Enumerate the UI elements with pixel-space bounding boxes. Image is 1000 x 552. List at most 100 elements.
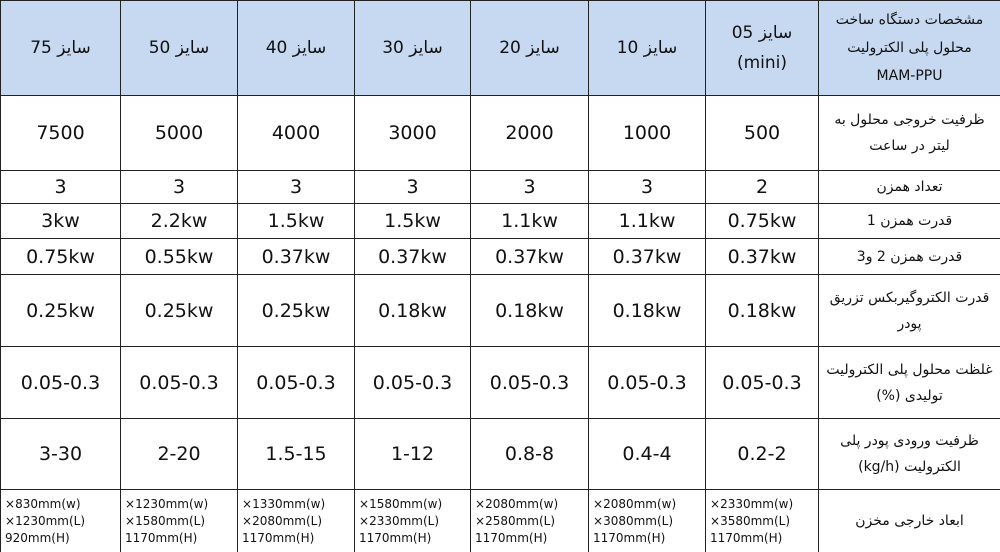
cell: 4000 <box>237 95 355 171</box>
cell-line: 2330mm(w)× <box>710 496 794 511</box>
cell-line: 2080mm(L)× <box>242 513 323 528</box>
cell-line: 2080mm(w)× <box>475 496 559 511</box>
cell: سایز 05 (mini) <box>705 0 819 96</box>
cell-line: 1580mm(w)× <box>359 496 443 511</box>
cell-line: 830mm(w)× <box>5 496 81 511</box>
row-label: قدرت الکتروگیربکس تزریق پودر <box>818 274 1000 347</box>
cell: 1.1kw <box>470 203 589 239</box>
cell: 0.05-0.3 <box>0 346 121 419</box>
cell: 3 <box>588 170 706 204</box>
cell: سایز 50 <box>120 0 238 96</box>
table-row: قدرت همزن 2 و3 0.37kw 0.37kw 0.37kw 0.37kw 0.… <box>0 238 1000 275</box>
cell: سایز 30 <box>354 0 471 96</box>
cell: 2080mm(w)× 2580mm(L)× 1170mm(H) <box>470 489 589 552</box>
cell-line: 2330mm(L)× <box>359 513 440 528</box>
cell-line: 920mm(H) <box>5 530 70 545</box>
cell: 3 <box>120 170 238 204</box>
cell: 1000 <box>588 95 706 171</box>
cell: 0.05-0.3 <box>237 346 355 419</box>
cell-line: 1170mm(H) <box>242 530 315 545</box>
cell: 1.5-15 <box>237 418 355 490</box>
cell: 2330mm(w)× 3580mm(L)× 1170mm(H) <box>705 489 819 552</box>
cell: 500 <box>705 95 819 171</box>
cell-line: (mini) <box>736 53 788 73</box>
cell-line: محلول پلی الکترولیت <box>847 40 972 56</box>
cell: 0.05-0.3 <box>470 346 589 419</box>
cell: 0.4-4 <box>588 418 706 490</box>
cell-line: 1170mm(H) <box>710 530 783 545</box>
cell-line: 1330mm(w)× <box>242 496 326 511</box>
cell: 0.25kw <box>120 274 238 347</box>
cell-line: 2080mm(w)× <box>593 496 677 511</box>
cell-line: سایز 05 <box>731 23 793 43</box>
cell-line: 1170mm(H) <box>125 530 198 545</box>
cell: 1580mm(w)× 2330mm(L)× 1170mm(H) <box>354 489 471 552</box>
row-label: ظرفیت ورودی پودر پلی الکترولیت (kg/h) <box>818 418 1000 490</box>
cell: 0.37kw <box>237 238 355 275</box>
header-row: مشخصات دستگاه ساخت محلول پلی الکترولیت MAM… <box>0 0 1000 96</box>
cell: 0.18kw <box>588 274 706 347</box>
cell: سایز 40 <box>237 0 355 96</box>
cell: 0.05-0.3 <box>588 346 706 419</box>
cell: 3 <box>470 170 589 204</box>
cell: 1-12 <box>354 418 471 490</box>
cell: 5000 <box>120 95 238 171</box>
cell: 0.25kw <box>0 274 121 347</box>
row-label: غلظت محلول پلی الکترولیت تولیدی (%) <box>818 346 1000 419</box>
row-label: تعداد همزن <box>818 170 1000 204</box>
cell: 0.05-0.3 <box>120 346 238 419</box>
cell: 0.18kw <box>354 274 471 347</box>
cell: 3000 <box>354 95 471 171</box>
table-row: قدرت الکتروگیربکس تزریق پودر 0.18kw 0.18kw… <box>0 274 1000 347</box>
cell: 0.8-8 <box>470 418 589 490</box>
cell-line: 2580mm(L)× <box>475 513 556 528</box>
cell-line: 1230mm(w)× <box>125 496 209 511</box>
cell: سایز 75 <box>0 0 121 96</box>
cell: 0.37kw <box>588 238 706 275</box>
cell: 1.5kw <box>237 203 355 239</box>
cell: 0.18kw <box>705 274 819 347</box>
row-label: قدرت همزن 1 <box>818 203 1000 239</box>
cell: 3kw <box>0 203 121 239</box>
table-row: ظرفیت خروجی محلول به لیتر در ساعت 500 1000… <box>0 95 1000 171</box>
cell: 7500 <box>0 95 121 171</box>
cell: 0.55kw <box>120 238 238 275</box>
cell-line: 1170mm(H) <box>475 530 548 545</box>
cell: 3 <box>0 170 121 204</box>
cell: سایز 20 <box>470 0 589 96</box>
cell: سایز 10 <box>588 0 706 96</box>
cell-line: 1230mm(L)× <box>5 513 86 528</box>
cell-line: 3580mm(L)× <box>710 513 791 528</box>
table-row: قدرت همزن 1 0.75kw 1.1kw 1.1kw 1.5kw 1.5kw 2.2… <box>0 203 1000 239</box>
cell-line: MAM-PPU <box>876 68 943 84</box>
cell: 0.25kw <box>237 274 355 347</box>
table-row: تعداد همزن 2 3 3 3 3 3 3 <box>0 170 1000 204</box>
cell-line: 1170mm(H) <box>593 530 666 545</box>
row-label: قدرت همزن 2 و3 <box>818 238 1000 275</box>
cell: 0.18kw <box>470 274 589 347</box>
cell: 0.37kw <box>705 238 819 275</box>
cell: 2 <box>705 170 819 204</box>
cell: 2000 <box>470 95 589 171</box>
cell: 3 <box>237 170 355 204</box>
cell-line: مشخصات دستگاه ساخت <box>835 12 984 28</box>
cell: 2-20 <box>120 418 238 490</box>
cell: 3-30 <box>0 418 121 490</box>
row-label: مشخصات دستگاه ساخت محلول پلی الکترولیت MAM… <box>818 0 1000 96</box>
cell: 1230mm(w)× 1580mm(L)× 1170mm(H) <box>120 489 238 552</box>
cell: 830mm(w)× 1230mm(L)× 920mm(H) <box>0 489 121 552</box>
cell: 0.05-0.3 <box>705 346 819 419</box>
table-row: ظرفیت ورودی پودر پلی الکترولیت (kg/h) 0.2… <box>0 418 1000 490</box>
cell: 0.2-2 <box>705 418 819 490</box>
cell: 0.75kw <box>0 238 121 275</box>
table-row: ابعاد خارجی مخزن 2330mm(w)× 3580mm(L)× 1170… <box>0 489 1000 552</box>
cell: 0.75kw <box>705 203 819 239</box>
cell-line: 1170mm(H) <box>359 530 432 545</box>
cell: 0.37kw <box>470 238 589 275</box>
cell: 1330mm(w)× 2080mm(L)× 1170mm(H) <box>237 489 355 552</box>
cell: 1.5kw <box>354 203 471 239</box>
table-row: غلظت محلول پلی الکترولیت تولیدی (%) 0.05-… <box>0 346 1000 419</box>
row-label: ابعاد خارجی مخزن <box>818 489 1000 552</box>
